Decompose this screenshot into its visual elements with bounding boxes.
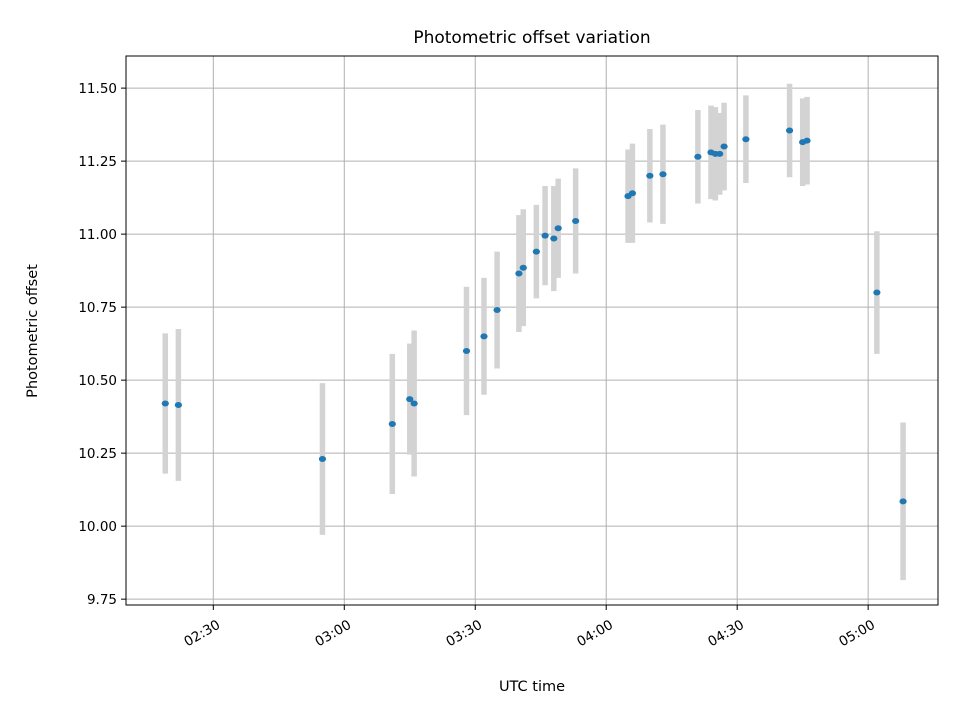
data-point	[515, 270, 523, 277]
y-tick-label: 11.25	[78, 154, 117, 170]
y-axis-ticks: 9.75 10.00 10.25 10.50 10.75 11.00 11.25 11.50	[78, 81, 126, 608]
data-point	[694, 153, 702, 160]
y-axis-label: Photometric offset	[25, 264, 41, 398]
data-point	[174, 401, 182, 408]
plot-frame	[125, 55, 939, 606]
data-point	[785, 127, 794, 134]
y-tick-label: 11.00	[78, 227, 117, 243]
data-point	[410, 400, 418, 407]
data-point	[532, 248, 540, 255]
data-point	[742, 136, 750, 143]
data-point	[873, 289, 881, 296]
y-tick-label: 10.50	[78, 373, 117, 389]
y-tick-label: 9.75	[87, 592, 117, 608]
data-point	[519, 264, 527, 271]
y-tick-label: 11.50	[78, 81, 117, 97]
data-point	[161, 400, 169, 407]
data-points	[161, 127, 907, 505]
data-point	[554, 225, 562, 232]
data-point	[572, 217, 580, 224]
y-tick-label: 10.25	[78, 446, 117, 462]
data-point	[462, 347, 471, 354]
chart-title: Photometric offset variation	[413, 28, 650, 48]
data-point	[318, 455, 327, 462]
data-point	[803, 137, 811, 144]
y-tick-label: 10.00	[78, 519, 117, 535]
data-point	[550, 235, 558, 242]
data-point	[899, 498, 907, 505]
data-point	[646, 172, 654, 179]
data-point	[628, 190, 637, 197]
data-point	[541, 232, 549, 239]
data-point	[406, 396, 414, 403]
data-point	[716, 150, 724, 157]
data-point	[388, 420, 396, 427]
data-point	[493, 307, 501, 314]
x-axis-label: UTC time	[499, 679, 565, 695]
data-point	[480, 333, 488, 340]
data-point	[720, 143, 728, 150]
y-tick-label: 10.75	[78, 300, 117, 316]
data-point	[659, 171, 667, 178]
